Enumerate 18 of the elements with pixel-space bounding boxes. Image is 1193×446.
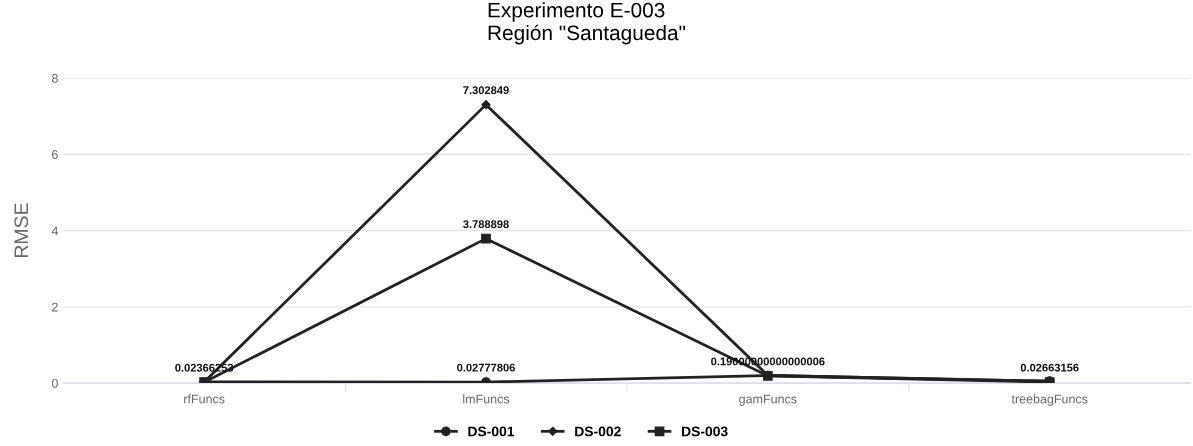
x-tick-label: lmFuncs: [463, 394, 510, 404]
x-tick-label: gamFuncs: [739, 394, 797, 406]
data-label: 0.02663156: [1020, 363, 1079, 372]
chart-title: Experimento E-003 Región "Santagueda": [488, 2, 686, 45]
y-tick-label: 0: [51, 378, 58, 388]
data-label: 0.02777806: [457, 363, 515, 372]
x-tick-label: treebagFuncs: [1011, 394, 1088, 406]
legend-label: DS-003: [681, 426, 728, 437]
y-tick-label: 4: [51, 226, 58, 236]
data-label: 7.302849: [463, 86, 509, 95]
y-tick-label: 8: [51, 73, 58, 83]
y-axis-title: RMSE: [14, 203, 29, 258]
y-tick-label: 6: [52, 150, 58, 159]
x-tick-label: rfFuncs: [184, 394, 225, 404]
y-tick-label: 2: [52, 302, 58, 312]
data-label: 3.788898: [463, 220, 509, 229]
legend-label: DS-002: [575, 426, 621, 437]
legend-label: DS-001: [468, 426, 515, 437]
